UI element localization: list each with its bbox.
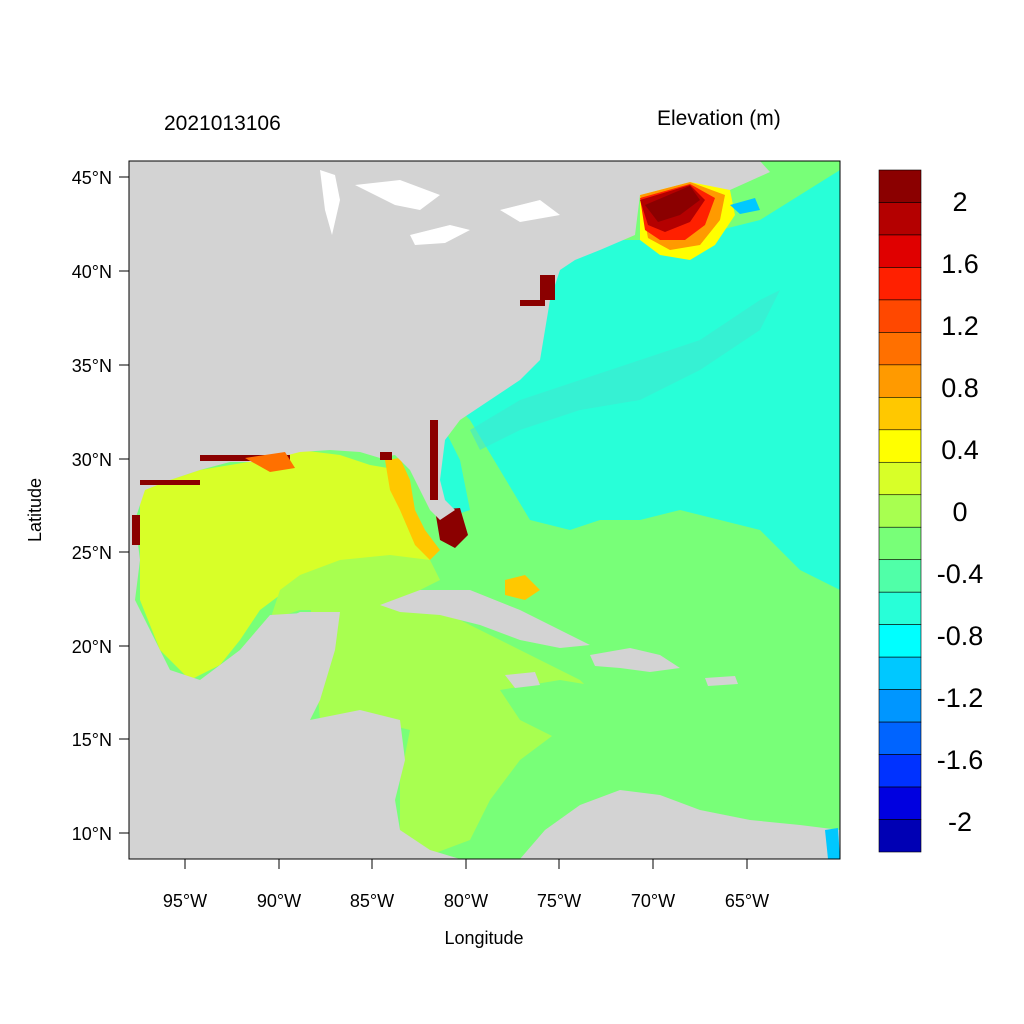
- south-america-land: [520, 790, 840, 859]
- x-tick-labels: 95°W 90°W 85°W 80°W 75°W 70°W 65°W: [163, 891, 769, 911]
- great-lakes: [320, 170, 560, 245]
- x-tick-85w: 85°W: [350, 891, 394, 911]
- colorbar-swatch: [878, 494, 922, 528]
- x-tick-70w: 70°W: [631, 891, 675, 911]
- colorbar-swatch: [878, 754, 922, 788]
- colorbar-swatch: [878, 559, 922, 593]
- colorbar-swatch: [878, 624, 922, 658]
- x-tick-95w: 95°W: [163, 891, 207, 911]
- bahamas-anomaly: [505, 575, 540, 600]
- cb-label-neg-1-6: -1.6: [937, 745, 984, 775]
- colorbar-swatch: [878, 429, 922, 463]
- colorbar-swatch: [878, 819, 922, 853]
- south-florida-surge: [435, 508, 468, 548]
- y-tick-labels: 45°N 40°N 35°N 30°N 25°N 20°N 15°N 10°N: [72, 168, 112, 844]
- colorbar-swatch: [878, 786, 922, 820]
- colorbar-swatch: [878, 169, 922, 203]
- colorbar-labels: 2 1.6 1.2 0.8 0.4 0 -0.4 -0.8 -1.2 -1.6 …: [937, 187, 984, 837]
- cb-label-neg-0-4: -0.4: [937, 559, 984, 589]
- colorbar-swatch: [878, 234, 922, 268]
- y-tick-10: 10°N: [72, 824, 112, 844]
- map-plot-area: [129, 161, 840, 859]
- west-florida-shelf: [385, 458, 440, 560]
- cb-label-0-4: 0.4: [941, 435, 979, 465]
- hispaniola-land: [590, 648, 680, 672]
- gulf-of-mexico: [140, 450, 430, 680]
- lesser-antilles-cyan: [825, 828, 840, 859]
- cb-label-0-8: 0.8: [941, 373, 979, 403]
- mississippi-delta-surge: [245, 452, 295, 472]
- colorbar-swatch: [878, 299, 922, 333]
- gulf-of-maine-surge-peak: [645, 186, 700, 222]
- colorbar-swatch: [878, 397, 922, 431]
- x-tick-marks: [184, 859, 748, 869]
- x-axis-title: Longitude: [444, 928, 523, 948]
- cuba-land: [380, 590, 590, 648]
- map-datetime: 2021013106: [164, 112, 281, 135]
- y-tick-35: 35°N: [72, 356, 112, 376]
- caribbean-sea: [310, 600, 600, 855]
- cb-label-neg-0-8: -0.8: [937, 621, 984, 651]
- cb-label-1-6: 1.6: [941, 249, 979, 279]
- colorbar-swatch: [878, 364, 922, 398]
- y-axis-title: Latitude: [25, 478, 45, 542]
- y-tick-15: 15°N: [72, 730, 112, 750]
- cb-label-2: 2: [952, 187, 967, 217]
- colorbar-swatch: [878, 656, 922, 690]
- x-tick-90w: 90°W: [257, 891, 301, 911]
- atlantic-deeper-band: [470, 290, 780, 450]
- colorbar-swatch: [878, 202, 922, 236]
- x-tick-75w: 75°W: [537, 891, 581, 911]
- y-tick-45: 45°N: [72, 168, 112, 188]
- cb-label-neg-2: -2: [948, 807, 972, 837]
- colorbar-swatch: [878, 721, 922, 755]
- north-america-land: [129, 161, 770, 859]
- eastern-caribbean: [500, 680, 830, 820]
- x-tick-65w: 65°W: [725, 891, 769, 911]
- cb-label-1-2: 1.2: [941, 311, 979, 341]
- y-tick-30: 30°N: [72, 450, 112, 470]
- map-variable-title: Elevation (m): [657, 107, 781, 130]
- colorbar-swatch: [878, 461, 922, 496]
- colorbar-swatch: [878, 332, 922, 366]
- nova-scotia-cyan: [730, 198, 760, 214]
- map-frame: [128, 160, 841, 860]
- y-tick-25: 25°N: [72, 543, 112, 563]
- y-tick-20: 20°N: [72, 637, 112, 657]
- yucatan-land: [262, 612, 340, 700]
- x-tick-80w: 80°W: [444, 891, 488, 911]
- y-tick-40: 40°N: [72, 262, 112, 282]
- colorbar: [878, 169, 922, 853]
- y-tick-marks: [119, 176, 129, 834]
- puerto-rico-land: [705, 676, 738, 686]
- jamaica-land: [505, 672, 540, 688]
- cb-label-0: 0: [952, 497, 967, 527]
- colorbar-swatch: [878, 267, 922, 301]
- colorbar-swatch: [878, 689, 922, 723]
- colorbar-swatch: [878, 526, 922, 561]
- colorbar-swatch: [878, 591, 922, 625]
- cb-label-neg-1-2: -1.2: [937, 683, 984, 713]
